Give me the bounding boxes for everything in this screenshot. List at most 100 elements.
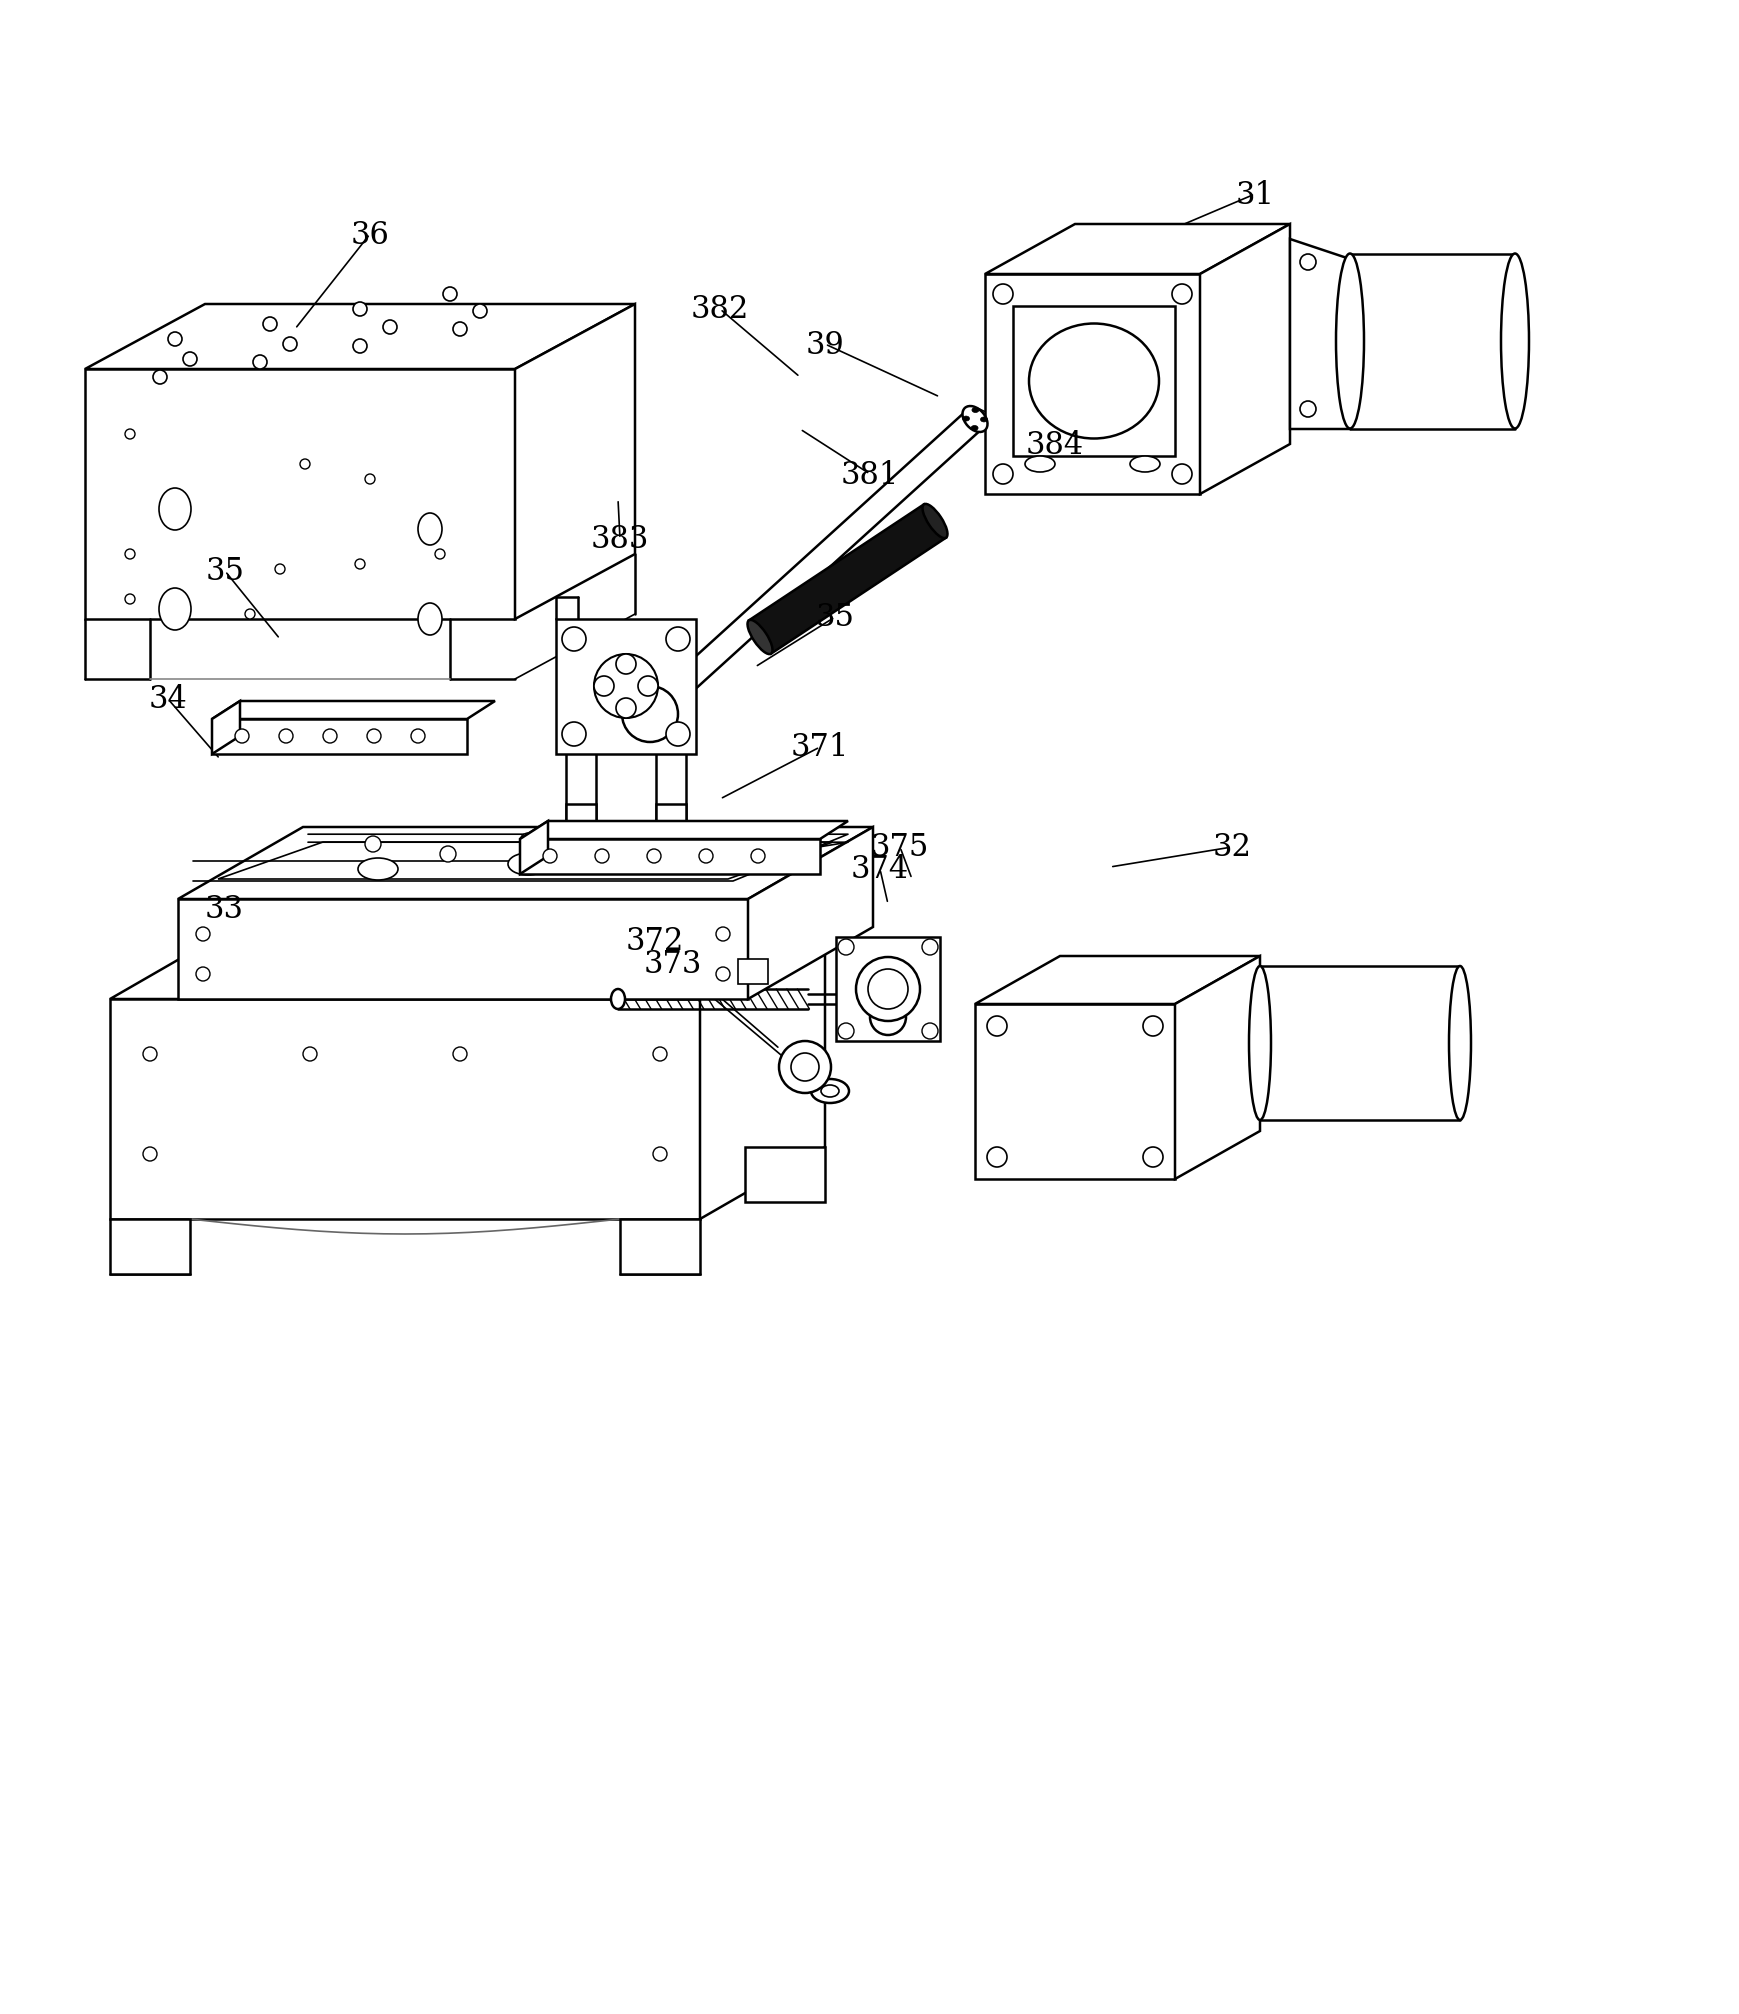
Text: 381: 381	[842, 459, 899, 489]
Circle shape	[263, 318, 277, 332]
Circle shape	[638, 677, 657, 697]
Circle shape	[791, 1053, 819, 1082]
Polygon shape	[836, 939, 941, 1041]
Circle shape	[654, 1047, 668, 1061]
Circle shape	[1143, 1148, 1163, 1168]
Circle shape	[595, 655, 657, 719]
Text: 32: 32	[1212, 832, 1252, 864]
Circle shape	[323, 729, 337, 743]
Text: 372: 372	[626, 926, 683, 957]
Ellipse shape	[417, 604, 442, 636]
Circle shape	[383, 320, 396, 334]
Polygon shape	[750, 506, 946, 655]
Polygon shape	[642, 411, 983, 723]
Circle shape	[278, 729, 292, 743]
Circle shape	[595, 677, 614, 697]
Polygon shape	[217, 842, 833, 880]
Text: 33: 33	[205, 894, 243, 924]
Polygon shape	[110, 999, 701, 1218]
Circle shape	[922, 941, 937, 955]
Circle shape	[143, 1148, 157, 1162]
Circle shape	[1143, 1017, 1163, 1037]
Circle shape	[197, 967, 210, 981]
Circle shape	[235, 729, 249, 743]
Polygon shape	[737, 959, 769, 985]
Circle shape	[751, 850, 765, 864]
Circle shape	[440, 846, 456, 862]
Polygon shape	[110, 1218, 190, 1275]
Circle shape	[452, 322, 468, 336]
Ellipse shape	[1449, 967, 1471, 1120]
Circle shape	[543, 850, 556, 864]
Circle shape	[647, 850, 661, 864]
Polygon shape	[520, 822, 548, 874]
Polygon shape	[212, 701, 496, 719]
Polygon shape	[1176, 957, 1261, 1180]
Ellipse shape	[1249, 967, 1271, 1120]
Circle shape	[562, 723, 586, 747]
Circle shape	[993, 284, 1014, 304]
Ellipse shape	[1336, 254, 1363, 429]
Circle shape	[143, 1047, 157, 1061]
Circle shape	[410, 729, 424, 743]
Ellipse shape	[981, 417, 988, 423]
Circle shape	[153, 371, 167, 385]
Circle shape	[868, 969, 908, 1009]
Circle shape	[125, 550, 136, 560]
Ellipse shape	[748, 620, 772, 655]
Ellipse shape	[1029, 324, 1158, 439]
Circle shape	[452, 1047, 468, 1061]
Text: 36: 36	[351, 220, 390, 250]
Circle shape	[716, 967, 730, 981]
Ellipse shape	[810, 1080, 849, 1104]
Polygon shape	[565, 806, 596, 840]
Circle shape	[252, 356, 268, 371]
Polygon shape	[748, 828, 873, 999]
Polygon shape	[85, 371, 515, 620]
Ellipse shape	[508, 854, 548, 876]
Circle shape	[435, 550, 445, 560]
Polygon shape	[177, 828, 873, 900]
Circle shape	[988, 1017, 1007, 1037]
Text: 374: 374	[850, 854, 909, 884]
Circle shape	[353, 340, 367, 354]
Circle shape	[283, 338, 297, 352]
Circle shape	[355, 560, 365, 570]
Circle shape	[125, 429, 136, 439]
Polygon shape	[1200, 226, 1290, 495]
Circle shape	[125, 594, 136, 604]
Circle shape	[353, 302, 367, 316]
Circle shape	[616, 699, 636, 719]
Circle shape	[245, 610, 256, 620]
Text: 384: 384	[1026, 429, 1083, 461]
Circle shape	[197, 928, 210, 941]
Text: 383: 383	[591, 524, 649, 556]
Circle shape	[365, 475, 376, 485]
Polygon shape	[520, 822, 849, 840]
Text: 382: 382	[690, 294, 750, 326]
Text: 31: 31	[1235, 179, 1275, 209]
Ellipse shape	[962, 407, 988, 433]
Circle shape	[779, 1041, 831, 1094]
Circle shape	[520, 834, 536, 850]
Circle shape	[303, 1047, 316, 1061]
Circle shape	[838, 941, 854, 955]
Circle shape	[1172, 465, 1191, 485]
Polygon shape	[621, 1218, 701, 1275]
Polygon shape	[1290, 240, 1349, 429]
Ellipse shape	[821, 1086, 838, 1098]
Circle shape	[1301, 256, 1316, 270]
Ellipse shape	[158, 588, 191, 630]
Text: 34: 34	[148, 685, 188, 715]
Circle shape	[562, 628, 586, 653]
Circle shape	[365, 836, 381, 852]
Ellipse shape	[970, 427, 977, 431]
Ellipse shape	[922, 506, 948, 540]
Circle shape	[922, 1023, 937, 1039]
Ellipse shape	[417, 514, 442, 546]
Text: 39: 39	[805, 330, 845, 361]
Circle shape	[838, 1023, 854, 1039]
Circle shape	[988, 1148, 1007, 1168]
Circle shape	[654, 1148, 668, 1162]
Circle shape	[623, 687, 678, 743]
